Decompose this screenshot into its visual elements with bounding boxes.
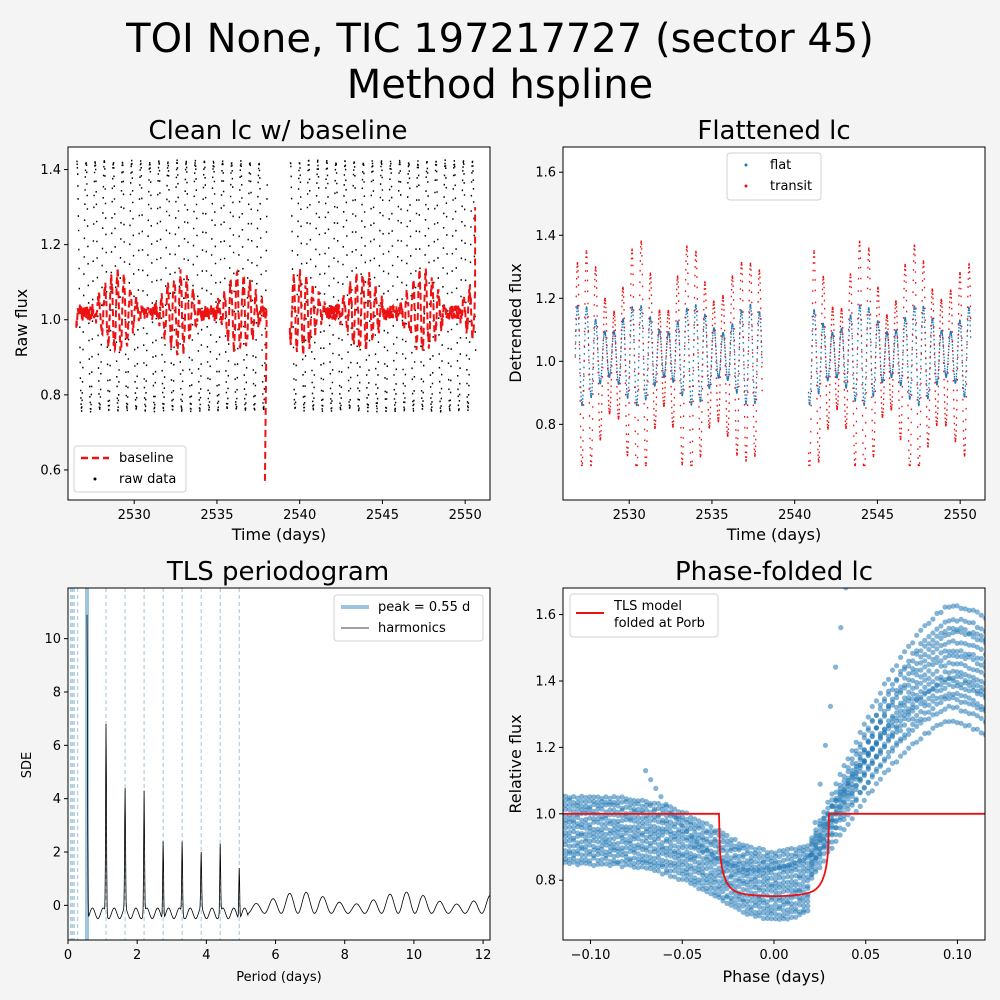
panel-title: Clean lc w/ baseline [148, 116, 407, 146]
x-tick-label: 6 [271, 948, 279, 963]
panel-title: Flattened lc [697, 116, 850, 146]
x-tick-label: 2545 [366, 508, 399, 523]
y-tick-label: 1.2 [40, 238, 61, 253]
y-tick-label: 1.6 [535, 166, 556, 181]
sde-curve [86, 614, 491, 920]
y-tick-label: 1.0 [40, 313, 61, 328]
legend-transit: transit [770, 179, 812, 194]
x-tick-label: 2535 [200, 508, 233, 523]
panel-tls-periodogram: TLS periodogram 0 2 4 6 8 10 12 0 2 4 6 8 10 Period … [20, 557, 491, 985]
panel-clean-lc: Clean lc w/ baseline 2530 2535 2540 2545 255… [12, 116, 491, 544]
x-tick-label: 2550 [449, 508, 482, 523]
plot-area [68, 147, 490, 500]
y-tick-label: 0.6 [40, 463, 61, 478]
y-tick-label: 1.4 [535, 229, 556, 244]
figure-title: TOI None, TIC 197217727 (sector 45) [125, 16, 874, 62]
y-tick-label: 1.6 [535, 608, 556, 623]
transit-points [574, 240, 972, 467]
tls-model-line [563, 812, 985, 898]
y-tick-label: 8 [53, 686, 61, 701]
panel-flattened-lc: Flattened lc 2530 2535 2540 2545 2550 0.8 1.0 1… [506, 116, 986, 544]
x-tick-label: 2530 [613, 508, 646, 523]
y-tick-label: 4 [53, 792, 61, 807]
x-tick-label: 2545 [861, 508, 894, 523]
y-axis-label: Raw flux [12, 289, 31, 357]
y-tick-label: 0.8 [535, 874, 556, 889]
legend-baseline: baseline [119, 451, 173, 466]
legend-flat: flat [770, 158, 791, 173]
plot-area [563, 147, 985, 500]
x-tick-label: 2540 [283, 508, 316, 523]
y-tick-label: 2 [53, 846, 61, 861]
raw-data-points [76, 159, 477, 413]
y-tick-label: 6 [53, 739, 61, 754]
x-tick-label: 0 [64, 948, 72, 963]
legend: flat transit [726, 152, 822, 201]
legend-peak: peak = 0.55 d [378, 600, 470, 615]
phase-folded-points [563, 588, 985, 922]
legend: peak = 0.55 d harmonics [333, 594, 484, 642]
x-tick-label: 2540 [778, 508, 811, 523]
legend: TLS model folded at Porb [569, 593, 719, 638]
x-tick-label: 2 [133, 948, 141, 963]
plot-area [68, 588, 490, 940]
y-tick-label: 1.0 [535, 355, 556, 370]
legend: baseline raw data [73, 445, 187, 493]
y-tick-label: 0 [53, 899, 61, 914]
x-axis-label: Time (days) [726, 525, 822, 544]
y-tick-label: 1.2 [535, 741, 556, 756]
x-tick-label: 0.05 [851, 948, 880, 963]
legend-tls-model-2: folded at Porb [614, 616, 705, 631]
y-tick-label: 1.2 [535, 292, 556, 307]
baseline-line [75, 207, 477, 486]
x-tick-label: −0.05 [662, 948, 702, 963]
y-tick-label: 1.4 [40, 163, 61, 178]
x-tick-label: 2535 [695, 508, 728, 523]
x-tick-label: −0.10 [571, 948, 611, 963]
y-tick-label: 0.8 [40, 388, 61, 403]
legend-raw-data: raw data [119, 472, 176, 487]
x-axis-label: Period (days) [236, 970, 322, 985]
panel-title: TLS periodogram [166, 557, 389, 587]
y-axis-label: Detrended flux [506, 263, 525, 383]
x-tick-label: 2550 [944, 508, 977, 523]
figure-subtitle: Method hspline [347, 62, 654, 108]
panel-phase-folded-lc: Phase-folded lc −0.10 −0.05 0.00 0.05 0.10 0.… [506, 557, 986, 986]
x-tick-label: 4 [202, 948, 210, 963]
y-tick-label: 1.0 [535, 807, 556, 822]
x-tick-label: 0.00 [760, 948, 789, 963]
x-tick-label: 2530 [118, 508, 151, 523]
y-tick-label: 0.8 [535, 418, 556, 433]
x-axis-label: Time (days) [231, 525, 327, 544]
x-tick-label: 10 [406, 948, 423, 963]
legend-tls-model: TLS model [613, 599, 682, 614]
x-tick-label: 0.10 [943, 948, 972, 963]
x-tick-label: 12 [475, 948, 492, 963]
y-axis-label: Relative flux [506, 714, 525, 813]
y-tick-label: 1.4 [535, 674, 556, 689]
panel-title: Phase-folded lc [675, 557, 873, 587]
y-axis-label: SDE [20, 752, 35, 778]
x-tick-label: 8 [341, 948, 349, 963]
flat-points [574, 303, 972, 407]
y-tick-label: 10 [44, 632, 61, 647]
x-axis-label: Phase (days) [722, 967, 825, 986]
legend-harmonics: harmonics [378, 621, 446, 636]
